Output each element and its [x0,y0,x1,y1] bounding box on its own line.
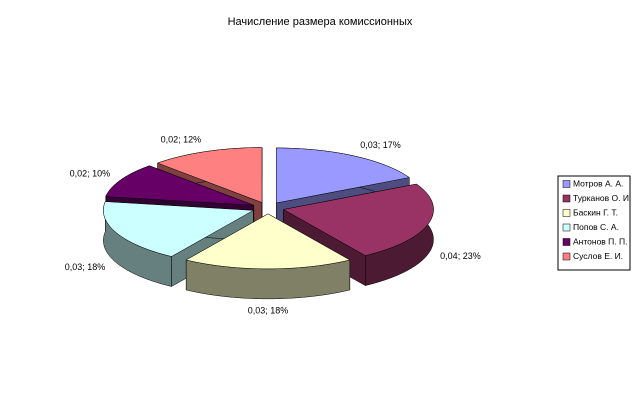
legend-swatch [562,194,571,203]
data-label: 0,03; 18% [65,262,106,272]
slice [105,165,254,206]
data-label: 0,02; 12% [161,135,202,145]
legend-label: Турканов О. И. [573,193,631,203]
data-label: 0,02; 10% [70,169,111,179]
legend-label: Попов С. А. [573,222,619,232]
legend-swatch [562,223,571,232]
slice [103,201,255,257]
legend-swatch [562,238,571,246]
legend-label: Антонов П. П. [573,236,628,246]
legend-swatch [562,180,571,188]
legend-swatch [562,209,571,217]
legend-label: Суслов Е. И. [573,251,623,261]
data-label: 0,03; 18% [248,305,289,315]
slice [282,183,434,256]
legend-label: Баскин Г. Т. [573,207,618,217]
slice [185,213,351,270]
slice [156,147,263,203]
data-label: 0,03; 17% [360,140,401,150]
legend-label: Мотров А. А. [573,178,623,188]
chart-title: Начисление размера комиссионных [228,16,413,28]
data-label: 0,04; 23% [440,251,481,261]
slice [276,147,410,204]
legend-swatch [562,252,571,261]
